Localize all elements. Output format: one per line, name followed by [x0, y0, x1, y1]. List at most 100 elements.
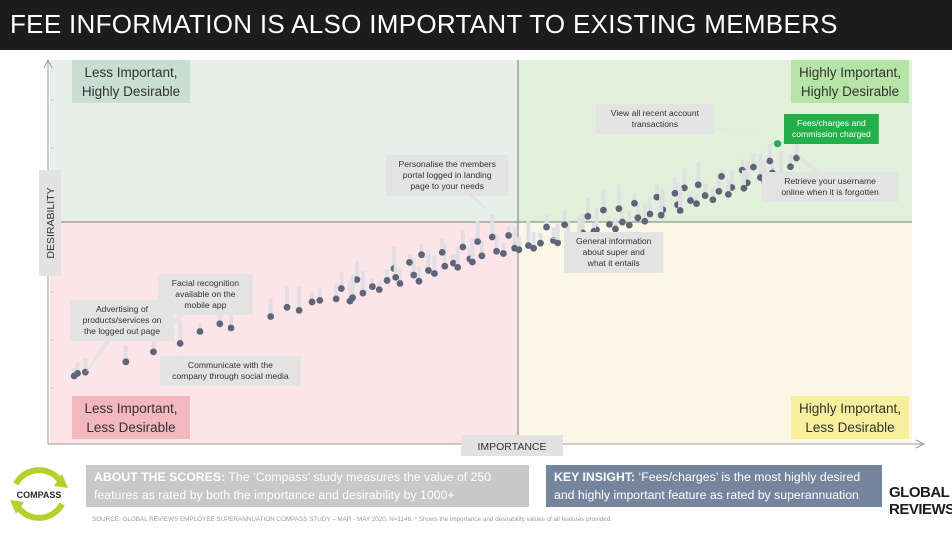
data-point-42: [715, 187, 723, 195]
point-bar-6: [197, 322, 202, 332]
compass-logo: COMPASS: [10, 467, 68, 521]
quadrant-label-top-right: Highly Important, Highly Desirable: [791, 60, 909, 103]
data-point-68: [718, 172, 725, 180]
data-point-16: [359, 289, 367, 297]
point-bar-10: [285, 286, 290, 308]
callout-text-social-1: company through social media: [172, 371, 289, 381]
data-point-18: [383, 277, 391, 284]
data-point-20: [410, 271, 418, 279]
point-bar-29: [538, 233, 543, 244]
point-bar-17: [370, 278, 375, 287]
point-bar-7: [217, 311, 222, 324]
data-point-79: [468, 258, 476, 266]
data-point-12: [308, 298, 316, 306]
data-point-82: [530, 244, 537, 252]
callout-text-general-2: what it entails: [587, 258, 640, 268]
callout-text-general-0: General information: [576, 236, 652, 246]
data-point-64: [653, 193, 661, 201]
callout-text-retrieve-0: Retrieve your username: [784, 176, 876, 186]
point-bar-28: [526, 221, 531, 246]
point-bar-62: [616, 184, 621, 209]
point-bar-80: [501, 243, 506, 254]
point-bar-19: [397, 269, 402, 284]
data-point-11: [295, 306, 303, 314]
quadrant-label-text-bottom-left-1: Less Desirable: [86, 420, 175, 435]
point-bar-86: [613, 217, 618, 229]
callout-box-advertising: [70, 300, 174, 341]
point-bar-72: [794, 137, 799, 158]
callout-text-advertising-2: the logged out page: [84, 326, 160, 336]
point-bar-64: [654, 184, 659, 198]
data-point-91: [693, 200, 700, 208]
callout-box-personalise: [386, 155, 509, 196]
point-bar-68: [719, 168, 724, 177]
point-bar-49: [354, 260, 359, 280]
point-bar-32: [580, 213, 585, 233]
point-bar-57: [506, 226, 511, 236]
callout-box-social: [160, 356, 301, 386]
point-bar-76: [416, 266, 421, 282]
data-point-21: [425, 267, 432, 274]
callout-text-general-1: about super and: [583, 247, 645, 257]
data-point-76: [415, 277, 423, 285]
point-bar-94: [741, 170, 746, 189]
data-point-59: [561, 221, 569, 229]
point-bar-8: [229, 313, 234, 329]
point-bar-56: [490, 214, 495, 238]
page-title: FEE INFORMATION IS ALSO IMPORTANT TO EXI…: [10, 9, 838, 39]
data-point-7: [216, 320, 224, 328]
point-bar-30: [551, 227, 556, 241]
point-bar-51: [407, 254, 412, 263]
quadrant-label-bottom-left: Less Important, Less Desirable: [72, 396, 190, 439]
point-bar-81: [516, 236, 521, 250]
data-point-22: [441, 262, 449, 270]
point-bar-37: [647, 196, 652, 214]
data-point-73: [349, 294, 356, 302]
global-reviews-logo: GLOBAL REVIEWS: [889, 484, 952, 528]
x-axis-label: IMPORTANCE: [477, 441, 546, 453]
point-bar-83: [555, 223, 560, 243]
quadrant-label-bg-top-left: [72, 60, 190, 103]
point-bar-24: [467, 246, 472, 259]
data-point-41: [701, 192, 709, 199]
callout-text-advertising-0: Advertising of: [96, 304, 149, 314]
insight-text: ‘Fees/charges’ is the most highly desire…: [554, 470, 861, 520]
data-point-3: [122, 358, 130, 366]
callout-text-personalise-1: portal logged in landing: [403, 170, 492, 180]
quadrant-label-text-bottom-right-0: Highly Important,: [799, 401, 901, 416]
point-bar-67: [696, 162, 701, 185]
data-point-14: [332, 295, 340, 303]
point-bar-61: [601, 189, 606, 211]
data-point-6: [196, 328, 204, 335]
quadrant-label-bg-top-right: [791, 60, 909, 103]
quadrant-label-bottom-right: Highly Important, Less Desirable: [791, 396, 909, 439]
data-point-49: [353, 276, 361, 284]
callout-text-facial-1: available on the: [175, 289, 235, 299]
logo-word-global: GLOBAL: [889, 484, 950, 501]
point-bar-9: [268, 298, 273, 317]
about-text: The ‘Compass’ study measures the value o…: [94, 470, 492, 520]
point-bar-59: [562, 209, 567, 225]
data-point-35: [618, 218, 626, 226]
data-point-34: [606, 220, 613, 228]
data-point-75: [392, 273, 400, 281]
callout-pointer-facial: [153, 294, 212, 340]
data-point-48: [337, 285, 345, 292]
point-bar-52: [419, 243, 424, 255]
point-bar-87: [627, 211, 632, 226]
data-point-81: [515, 246, 523, 254]
point-bar-91: [694, 194, 699, 204]
callout-box-fees: [784, 114, 879, 144]
point-bar-66: [682, 168, 687, 188]
point-bar-90: [678, 187, 683, 211]
point-bar-54: [460, 230, 465, 248]
quadrant-label-top-left: Less Important, Highly Desirable: [72, 60, 190, 103]
data-point-70: [749, 163, 757, 171]
point-bar-47: [788, 153, 793, 167]
